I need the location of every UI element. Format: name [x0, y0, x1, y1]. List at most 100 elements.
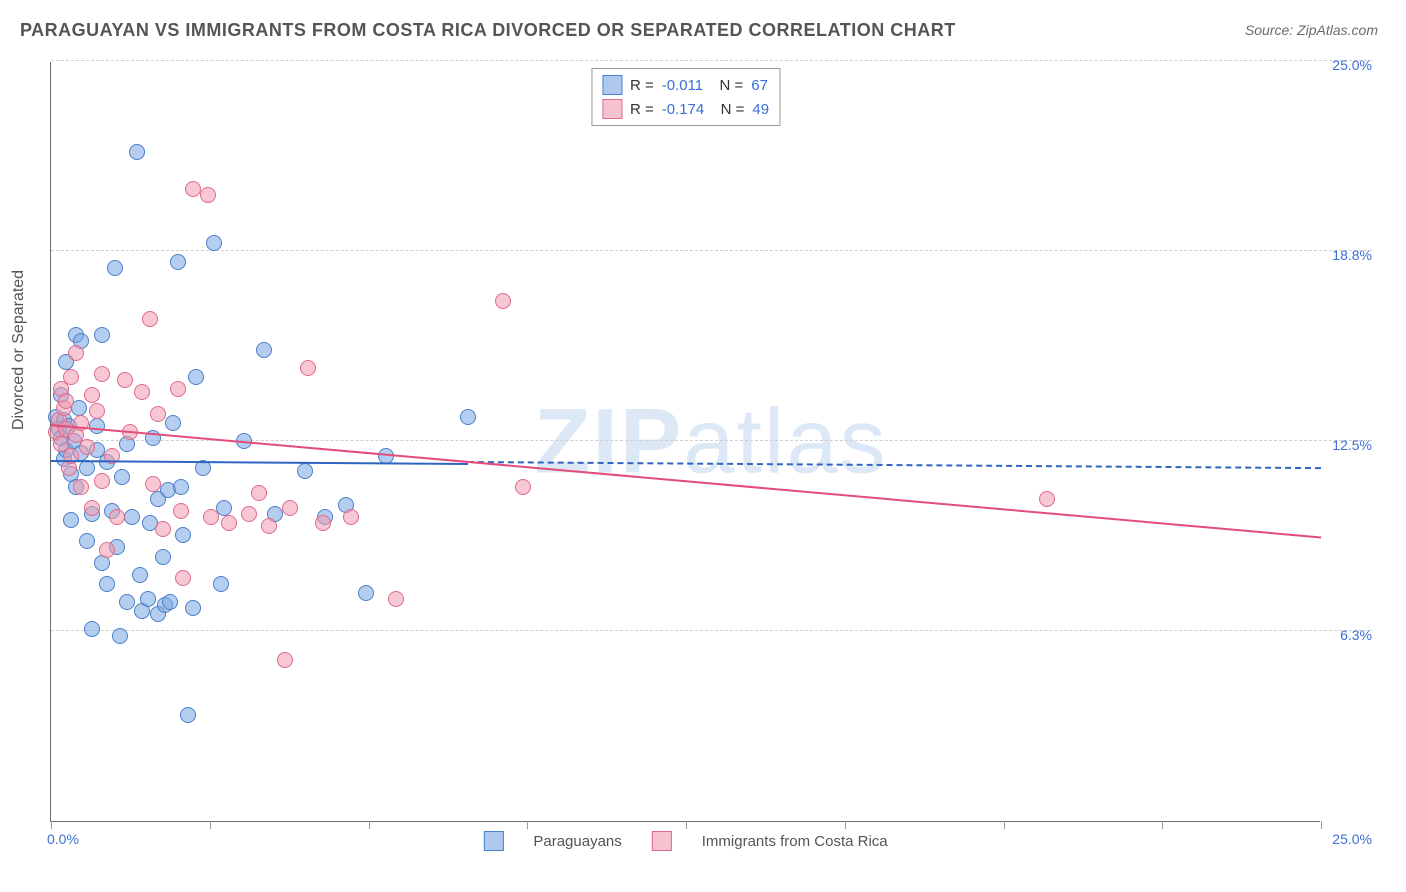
- data-point: [79, 533, 95, 549]
- data-point: [162, 594, 178, 610]
- data-point: [343, 509, 359, 525]
- data-point: [185, 181, 201, 197]
- data-point: [155, 549, 171, 565]
- data-point: [124, 509, 140, 525]
- stat-value: 49: [752, 101, 769, 118]
- data-point: [73, 479, 89, 495]
- data-point: [200, 187, 216, 203]
- data-point: [117, 372, 133, 388]
- x-tick: [845, 821, 846, 829]
- data-point: [221, 515, 237, 531]
- swatch-icon: [602, 99, 622, 119]
- data-point: [94, 473, 110, 489]
- data-point: [188, 369, 204, 385]
- x-axis-end-label: 25.0%: [1332, 831, 1372, 847]
- data-point: [89, 403, 105, 419]
- data-point: [180, 707, 196, 723]
- y-tick-label: 12.5%: [1332, 437, 1372, 453]
- data-point: [79, 460, 95, 476]
- data-point: [256, 342, 272, 358]
- data-point: [129, 144, 145, 160]
- swatch-icon: [483, 831, 503, 851]
- gridline: [51, 630, 1372, 631]
- data-point: [150, 406, 166, 422]
- data-point: [68, 345, 84, 361]
- data-point: [515, 479, 531, 495]
- data-point: [358, 585, 374, 601]
- data-point: [1039, 491, 1055, 507]
- legend-label: Immigrants from Costa Rica: [702, 833, 888, 850]
- data-point: [140, 591, 156, 607]
- data-point: [300, 360, 316, 376]
- stats-row: R = -0.174 N = 49: [602, 97, 769, 121]
- data-point: [145, 476, 161, 492]
- scatter-plot-area: ZIPatlas R = -0.011 N = 67 R = -0.174 N …: [50, 62, 1320, 822]
- x-tick: [1162, 821, 1163, 829]
- watermark-bold: ZIP: [534, 390, 683, 492]
- watermark: ZIPatlas: [534, 389, 887, 494]
- data-point: [109, 509, 125, 525]
- data-point: [206, 235, 222, 251]
- data-point: [134, 384, 150, 400]
- x-tick: [686, 821, 687, 829]
- data-point: [119, 594, 135, 610]
- swatch-icon: [602, 75, 622, 95]
- data-point: [63, 369, 79, 385]
- data-point: [84, 500, 100, 516]
- data-point: [185, 600, 201, 616]
- data-point: [282, 500, 298, 516]
- legend-label: Paraguayans: [533, 833, 621, 850]
- data-point: [99, 542, 115, 558]
- stat-value: -0.174: [662, 101, 705, 118]
- y-tick-label: 18.8%: [1332, 247, 1372, 263]
- data-point: [241, 506, 257, 522]
- data-point: [165, 415, 181, 431]
- x-tick: [51, 821, 52, 829]
- data-point: [173, 479, 189, 495]
- data-point: [114, 469, 130, 485]
- data-point: [251, 485, 267, 501]
- stat-label: N =: [712, 101, 744, 118]
- data-point: [203, 509, 219, 525]
- x-tick: [1004, 821, 1005, 829]
- data-point: [142, 311, 158, 327]
- gridline: [51, 60, 1372, 61]
- x-tick: [369, 821, 370, 829]
- data-point: [155, 521, 171, 537]
- data-point: [315, 515, 331, 531]
- data-point: [132, 567, 148, 583]
- data-point: [173, 503, 189, 519]
- source-attribution: Source: ZipAtlas.com: [1245, 22, 1378, 38]
- data-point: [84, 387, 100, 403]
- data-point: [107, 260, 123, 276]
- stats-row: R = -0.011 N = 67: [602, 73, 769, 97]
- y-tick-label: 6.3%: [1340, 627, 1372, 643]
- data-point: [277, 652, 293, 668]
- data-point: [213, 576, 229, 592]
- stat-label: N =: [711, 77, 743, 94]
- y-axis-label: Divorced or Separated: [10, 270, 28, 430]
- swatch-icon: [652, 831, 672, 851]
- data-point: [460, 409, 476, 425]
- y-tick-label: 25.0%: [1332, 57, 1372, 73]
- data-point: [170, 381, 186, 397]
- data-point: [112, 628, 128, 644]
- data-point: [495, 293, 511, 309]
- x-tick: [527, 821, 528, 829]
- watermark-light: atlas: [683, 390, 887, 492]
- stat-value: 67: [751, 77, 768, 94]
- data-point: [261, 518, 277, 534]
- x-tick: [210, 821, 211, 829]
- data-point: [84, 621, 100, 637]
- data-point: [388, 591, 404, 607]
- stat-value: -0.011: [662, 77, 703, 94]
- data-point: [297, 463, 313, 479]
- stat-label: R =: [630, 101, 654, 118]
- chart-title: PARAGUAYAN VS IMMIGRANTS FROM COSTA RICA…: [20, 20, 956, 41]
- data-point: [175, 570, 191, 586]
- x-axis-start-label: 0.0%: [47, 831, 79, 847]
- gridline: [51, 250, 1372, 251]
- correlation-stats-box: R = -0.011 N = 67 R = -0.174 N = 49: [591, 68, 780, 126]
- legend: Paraguayans Immigrants from Costa Rica: [483, 831, 887, 851]
- data-point: [89, 418, 105, 434]
